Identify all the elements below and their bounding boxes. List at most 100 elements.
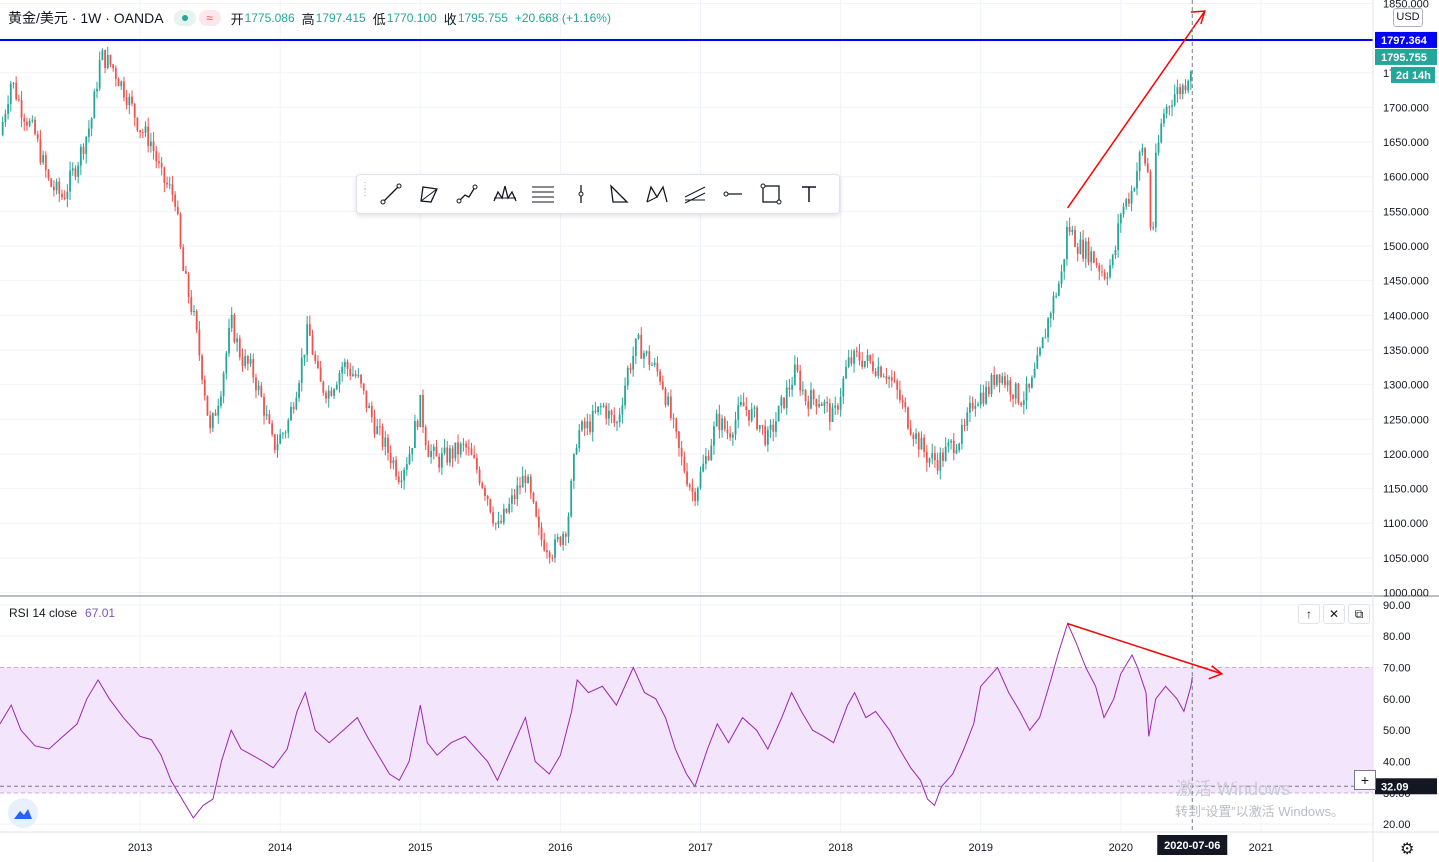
candle-body	[432, 446, 435, 452]
candle-body	[564, 533, 567, 537]
triangle-icon[interactable]	[600, 178, 638, 210]
symbol-title[interactable]: 黄金/美元 · 1W · OANDA	[8, 10, 164, 26]
triangle-pattern-icon[interactable]	[410, 178, 448, 210]
candle-body	[562, 533, 565, 545]
candle-body	[866, 355, 869, 361]
fib-retracement-icon[interactable]	[524, 178, 562, 210]
drag-handle-icon[interactable]: ⋮ ⋮	[360, 181, 370, 198]
price-tick-label: 1300.000	[1383, 380, 1429, 392]
candle-body	[942, 452, 944, 461]
candle-body	[405, 464, 408, 470]
head-shoulders-icon[interactable]	[486, 178, 524, 210]
candle-body	[1055, 295, 1058, 297]
candle-body	[152, 141, 155, 151]
candle-body	[656, 362, 659, 372]
candle-body	[1020, 403, 1023, 405]
candle-body	[427, 445, 430, 457]
close-label: 收	[443, 11, 457, 27]
candle-body	[211, 413, 214, 429]
candle-body	[166, 182, 168, 185]
candle-body	[669, 396, 672, 418]
candle-body	[855, 350, 858, 352]
candle-body	[276, 443, 279, 450]
candle-body	[772, 424, 775, 432]
candle-body	[783, 397, 785, 409]
candle-body	[958, 443, 961, 451]
candle-body	[424, 427, 427, 446]
settings-gear-icon[interactable]: ⚙	[1400, 841, 1415, 858]
candle-body	[473, 454, 476, 458]
price-tick-label: 1100.000	[1383, 518, 1428, 530]
candle-body	[799, 370, 802, 391]
time-tick-label: 2015	[408, 842, 432, 854]
candle-body	[758, 425, 761, 430]
candle-body	[877, 366, 880, 376]
candle-body	[766, 429, 769, 445]
tradingview-logo-icon[interactable]	[8, 798, 38, 828]
candle-body	[971, 402, 974, 409]
candle-body	[79, 146, 82, 166]
candle-body	[707, 456, 710, 460]
time-tick-label: 2018	[828, 842, 852, 854]
candle-body	[898, 389, 901, 401]
candle-body	[955, 450, 958, 454]
polyline-icon[interactable]	[448, 178, 486, 210]
candle-body	[228, 327, 230, 354]
time-tick-label: 2020	[1109, 842, 1133, 854]
candle-body	[230, 314, 233, 328]
currency-badge[interactable]: USD	[1393, 8, 1423, 27]
rsi-tick-label: 20.00	[1383, 819, 1411, 831]
candle-body	[667, 396, 670, 405]
candle-body	[599, 406, 602, 408]
candle-body	[704, 456, 707, 464]
candle-body	[977, 404, 979, 406]
candle-body	[238, 338, 241, 358]
candle-body	[71, 168, 74, 171]
candle-body	[271, 423, 274, 435]
candle-body	[812, 390, 815, 400]
candle-body	[645, 351, 648, 354]
candle-body	[139, 130, 142, 133]
candle-body	[112, 64, 115, 69]
pane-up-button[interactable]: ↑	[1298, 604, 1320, 624]
trend-line-icon[interactable]	[372, 178, 410, 210]
rsi-legend[interactable]: RSI 14 close 67.01	[9, 606, 115, 620]
candle-body	[281, 433, 284, 435]
candle-body	[586, 421, 589, 429]
candle-body	[252, 359, 255, 378]
text-icon[interactable]	[790, 178, 828, 210]
candle-body	[1092, 251, 1095, 263]
candle-body	[621, 405, 624, 415]
candle-body	[155, 150, 158, 162]
rectangle-icon[interactable]	[752, 178, 790, 210]
add-level-button[interactable]: +	[1354, 770, 1376, 790]
candle-body	[1106, 277, 1109, 279]
candle-body	[489, 499, 492, 513]
candle-body	[502, 508, 505, 523]
candle-body	[343, 361, 346, 367]
candle-body	[745, 406, 748, 410]
candle-body	[298, 383, 300, 398]
candle-body	[322, 381, 325, 393]
drawing-toolbar: ⋮ ⋮	[356, 174, 840, 214]
time-tick-label: 2021	[1249, 842, 1273, 854]
candle-body	[176, 206, 179, 214]
candle-body	[357, 374, 360, 377]
candle-body	[1144, 148, 1146, 164]
candle-body	[454, 442, 457, 459]
horizontal-ray-icon[interactable]	[714, 178, 752, 210]
candle-body	[362, 383, 365, 391]
pane-close-button[interactable]: ✕	[1323, 604, 1345, 624]
candle-body	[527, 476, 529, 484]
candle-body	[190, 297, 193, 313]
candle-body	[629, 367, 632, 370]
candle-body	[567, 516, 570, 537]
price-tick-label: 1550.000	[1383, 206, 1429, 218]
candle-body	[17, 99, 20, 101]
candle-body	[828, 403, 831, 422]
xabcd-pattern-icon[interactable]	[638, 178, 676, 210]
vertical-line-icon[interactable]	[562, 178, 600, 210]
parallel-channel-icon[interactable]	[676, 178, 714, 210]
pane-maximize-button[interactable]: ⧉	[1348, 604, 1370, 624]
